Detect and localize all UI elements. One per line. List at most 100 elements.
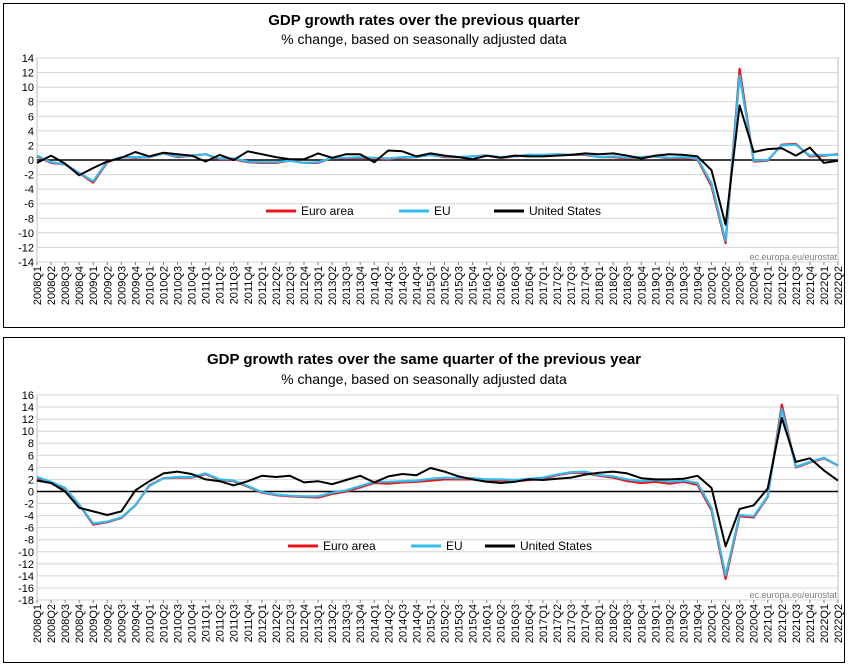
x-tick-label: 2009Q3 <box>116 604 128 643</box>
chart-subtitle: % change, based on seasonally adjusted d… <box>281 371 567 387</box>
legend-label: EU <box>434 204 451 218</box>
x-tick-label: 2018Q1 <box>594 604 606 643</box>
x-tick-label: 2010Q1 <box>144 266 156 305</box>
y-tick-label: -4 <box>24 184 34 196</box>
chart-panel-yearly: GDP growth rates over the same quarter o… <box>3 337 845 663</box>
x-tick-label: 2010Q2 <box>158 604 170 643</box>
y-tick-label: -2 <box>24 499 34 511</box>
x-tick-label: 2018Q3 <box>622 604 634 643</box>
y-tick-label: -14 <box>18 571 34 583</box>
y-tick-label: 0 <box>28 155 34 167</box>
y-tick-label: -6 <box>24 199 34 211</box>
x-tick-label: 2019Q2 <box>664 266 676 305</box>
x-tick-label: 2014Q1 <box>369 266 381 305</box>
watermark: ec.europa.eu/eurostat <box>749 252 837 262</box>
x-tick-label: 2008Q1 <box>32 266 44 305</box>
y-tick-label: 12 <box>22 68 34 80</box>
x-tick-label: 2011Q2 <box>215 266 227 304</box>
y-tick-label: 6 <box>28 450 34 462</box>
x-tick-label: 2017Q2 <box>552 266 564 305</box>
x-tick-label: 2014Q4 <box>411 604 423 643</box>
x-tick-label: 2010Q3 <box>173 266 185 305</box>
legend-label: Euro area <box>323 539 376 553</box>
x-tick-label: 2015Q3 <box>454 266 466 305</box>
x-tick-label: 2009Q1 <box>88 604 100 643</box>
y-tick-label: -2 <box>24 170 34 182</box>
x-tick-label: 2013Q3 <box>341 604 353 643</box>
legend-label: United States <box>520 539 592 553</box>
x-tick-label: 2009Q3 <box>116 266 128 305</box>
x-tick-label: 2014Q2 <box>383 266 395 305</box>
series-line-united-states <box>36 416 839 548</box>
x-tick-label: 2009Q1 <box>88 266 100 305</box>
legend-label: Euro area <box>301 204 354 218</box>
x-tick-label: 2016Q1 <box>482 604 494 643</box>
x-tick-label: 2014Q4 <box>411 266 423 305</box>
x-tick-label: 2008Q2 <box>46 604 58 643</box>
x-tick-label: 2009Q4 <box>130 604 142 643</box>
x-tick-label: 2008Q2 <box>46 266 58 305</box>
x-tick-label: 2015Q2 <box>440 604 452 643</box>
chart-title: GDP growth rates over the same quarter o… <box>206 351 642 368</box>
x-tick-label: 2011Q3 <box>229 266 241 304</box>
x-tick-label: 2016Q2 <box>496 266 508 305</box>
x-tick-label: 2011Q1 <box>201 604 213 642</box>
x-tick-label: 2017Q4 <box>580 266 592 305</box>
x-tick-label: 2018Q4 <box>636 604 648 643</box>
x-tick-label: 2020Q2 <box>721 266 733 305</box>
x-tick-label: 2019Q4 <box>692 266 704 305</box>
chart-quarterly: -14 -12 -10 -8 -6 -4 -2 0 2 4 6 8 10 12 14 2008Q1 2008Q2… <box>18 53 845 305</box>
x-tick-label: 2010Q4 <box>187 266 199 305</box>
x-tick-label: 2013Q2 <box>327 604 339 643</box>
y-tick-label: 10 <box>22 82 34 94</box>
x-tick-label: 2014Q1 <box>369 604 381 643</box>
x-tick-label: 2017Q4 <box>580 604 592 643</box>
plot-area <box>36 394 839 601</box>
y-tick-label: -16 <box>18 583 34 595</box>
x-tick-label: 2016Q3 <box>510 266 522 305</box>
y-tick-label: 2 <box>28 140 34 152</box>
x-tick-label: 2021Q1 <box>763 266 775 305</box>
y-tick-label: 8 <box>28 97 34 109</box>
x-tick-label: 2012Q2 <box>271 266 283 305</box>
y-tick-label: -10 <box>18 547 34 559</box>
x-tick-label: 2015Q1 <box>425 266 437 305</box>
x-tick-label: 2009Q2 <box>102 604 114 643</box>
x-tick-label: 2019Q1 <box>650 266 662 305</box>
x-tick-label: 2014Q3 <box>397 604 409 643</box>
x-tick-label: 2022Q2 <box>833 604 845 643</box>
x-tick-label: 2021Q2 <box>777 604 789 643</box>
x-tick-label: 2012Q2 <box>271 604 283 643</box>
x-tick-label: 2019Q4 <box>692 604 704 643</box>
x-tick-label: 2013Q4 <box>355 604 367 643</box>
x-tick-label: 2017Q2 <box>552 604 564 643</box>
x-tick-label: 2012Q4 <box>299 604 311 643</box>
x-tick-label: 2011Q4 <box>243 266 255 304</box>
x-tick-label: 2017Q1 <box>538 266 550 305</box>
y-tick-label: -4 <box>24 511 34 523</box>
x-tick-label: 2008Q3 <box>60 604 72 643</box>
x-tick-label: 2012Q1 <box>257 604 269 643</box>
x-tick-label: 2015Q4 <box>468 266 480 305</box>
x-tick-label: 2012Q4 <box>299 266 311 305</box>
x-tick-label: 2019Q2 <box>664 604 676 643</box>
x-tick-label: 2013Q3 <box>341 266 353 305</box>
x-tick-label: 2019Q3 <box>678 604 690 643</box>
chart-panel-quarterly: GDP growth rates over the previous quart… <box>3 3 845 328</box>
y-tick-label: 8 <box>28 438 34 450</box>
series-line-eu <box>36 407 839 577</box>
x-tick-label: 2015Q2 <box>440 266 452 305</box>
x-tick-label: 2019Q1 <box>650 604 662 643</box>
x-tick-label: 2010Q4 <box>187 604 199 643</box>
x-tick-label: 2012Q3 <box>285 266 297 305</box>
y-tick-label: 4 <box>28 126 34 138</box>
y-tick-label: 2 <box>28 474 34 486</box>
x-tick-label: 2010Q2 <box>158 266 170 305</box>
x-tick-label: 2021Q4 <box>805 266 817 305</box>
x-tick-label: 2015Q4 <box>468 604 480 643</box>
x-tick-label: 2020Q3 <box>735 266 747 305</box>
x-tick-label: 2020Q4 <box>749 266 761 305</box>
x-tick-label: 2015Q1 <box>425 604 437 643</box>
y-tick-label: -6 <box>24 523 34 535</box>
